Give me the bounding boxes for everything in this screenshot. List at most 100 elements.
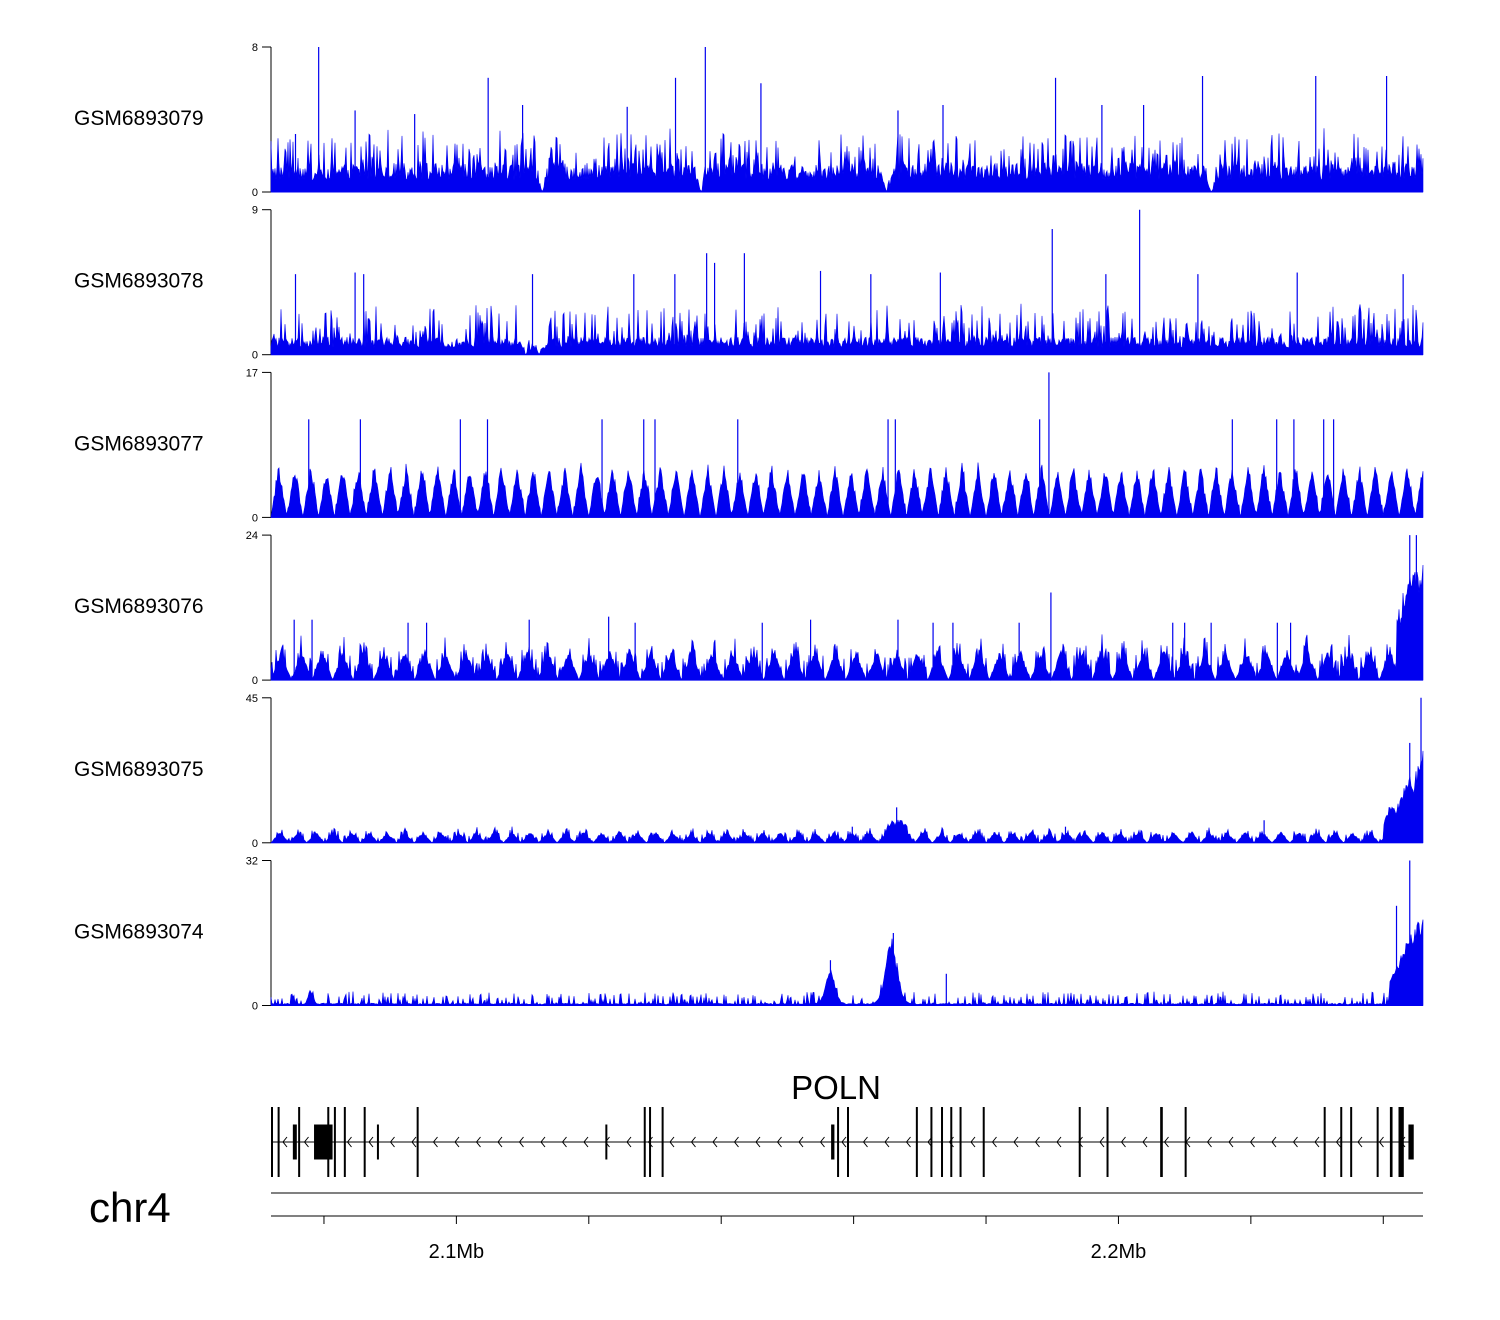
strand-arrow bbox=[841, 1136, 847, 1148]
strand-arrow bbox=[454, 1136, 460, 1148]
strand-arrow bbox=[1249, 1136, 1255, 1148]
track-GSM6893075: GSM6893075 45 0 bbox=[74, 693, 1424, 850]
gene-exon bbox=[1408, 1124, 1414, 1160]
track-sample-label: GSM6893076 bbox=[74, 595, 204, 618]
gene-name-label: POLN bbox=[791, 1069, 881, 1106]
gene-exon bbox=[605, 1124, 608, 1160]
gene-exon bbox=[327, 1107, 330, 1177]
gene-exon bbox=[1184, 1107, 1187, 1177]
strand-arrow bbox=[690, 1136, 696, 1148]
strand-arrow bbox=[755, 1136, 761, 1148]
strand-arrow bbox=[905, 1136, 911, 1148]
strand-arrow bbox=[1077, 1136, 1083, 1148]
strand-arrow bbox=[1013, 1136, 1019, 1148]
strand-arrow bbox=[1335, 1136, 1341, 1148]
gene-exon bbox=[298, 1107, 301, 1177]
strand-arrow bbox=[432, 1136, 438, 1148]
axis-tick-label: 2.1Mb bbox=[429, 1241, 485, 1263]
strand-arrow bbox=[411, 1136, 417, 1148]
gene-exon bbox=[1160, 1107, 1163, 1177]
gene-exon bbox=[292, 1124, 297, 1160]
strand-arrow bbox=[282, 1136, 288, 1148]
track-GSM6893079: GSM6893079 8 0 bbox=[74, 42, 1424, 199]
gene-exon bbox=[950, 1107, 953, 1177]
track-ymax-label: 32 bbox=[246, 856, 258, 868]
strand-arrow bbox=[540, 1136, 546, 1148]
chromosome-label: chr4 bbox=[89, 1184, 171, 1231]
gene-exon bbox=[1078, 1107, 1081, 1177]
strand-arrow bbox=[475, 1136, 481, 1148]
track-GSM6893077: GSM6893077 17 0 bbox=[74, 367, 1424, 524]
strand-arrow bbox=[669, 1136, 675, 1148]
strand-arrow bbox=[1056, 1136, 1062, 1148]
strand-arrow bbox=[862, 1136, 868, 1148]
strand-arrow bbox=[970, 1136, 976, 1148]
strand-arrow bbox=[733, 1136, 739, 1148]
gene-exon bbox=[930, 1107, 933, 1177]
coverage-area bbox=[270, 303, 1424, 356]
track-ymax-label: 9 bbox=[252, 205, 258, 217]
strand-arrow bbox=[497, 1136, 503, 1148]
strand-arrow bbox=[647, 1136, 653, 1148]
strand-arrow bbox=[1206, 1136, 1212, 1148]
track-GSM6893076: GSM6893076 24 0 bbox=[74, 530, 1424, 687]
strand-arrow bbox=[583, 1136, 589, 1148]
track-sample-label: GSM6893074 bbox=[74, 921, 204, 944]
gene-exon bbox=[1398, 1107, 1404, 1177]
strand-arrow bbox=[1228, 1136, 1234, 1148]
strand-arrow bbox=[1292, 1136, 1298, 1148]
coverage-area bbox=[270, 750, 1424, 844]
track-ymax-label: 8 bbox=[252, 42, 258, 54]
track-ymax-label: 24 bbox=[246, 530, 258, 542]
strand-arrow bbox=[712, 1136, 718, 1148]
coverage-tracks: GSM689307980GSM689307890GSM6893077170GSM… bbox=[74, 42, 1424, 1013]
axis-tick-label: 2.2Mb bbox=[1091, 1241, 1147, 1263]
gene-exon bbox=[649, 1107, 652, 1177]
gene-exon bbox=[416, 1107, 419, 1177]
gene-exon bbox=[831, 1124, 835, 1160]
strand-arrow bbox=[1120, 1136, 1126, 1148]
strand-arrow bbox=[798, 1136, 804, 1148]
track-ymin-label: 0 bbox=[252, 1001, 258, 1013]
gene-exon bbox=[1323, 1107, 1326, 1177]
strand-arrow bbox=[819, 1136, 825, 1148]
track-GSM6893078: GSM6893078 9 0 bbox=[74, 205, 1424, 362]
gene-exon bbox=[915, 1107, 918, 1177]
coverage-area bbox=[270, 128, 1424, 193]
axis-ticks: 2.1Mb 2.2Mb bbox=[323, 1216, 1384, 1263]
gene-exon bbox=[314, 1124, 333, 1160]
track-ymin-label: 0 bbox=[252, 512, 258, 524]
strand-arrow bbox=[346, 1136, 352, 1148]
coverage-area bbox=[270, 919, 1424, 1006]
strand-arrow bbox=[1357, 1136, 1363, 1148]
track-ymax-label: 17 bbox=[246, 367, 258, 379]
track-sample-label: GSM6893078 bbox=[74, 270, 204, 293]
strand-arrow bbox=[626, 1136, 632, 1148]
strand-arrow bbox=[1163, 1136, 1169, 1148]
gene-exon bbox=[363, 1107, 366, 1177]
strand-arrow bbox=[1378, 1136, 1384, 1148]
gene-track: POLN bbox=[271, 1069, 1414, 1177]
coverage-area bbox=[270, 462, 1424, 518]
genomic-axis: 2.1Mb 2.2Mb chr4 bbox=[89, 1184, 1423, 1263]
gene-exon bbox=[333, 1107, 336, 1177]
strand-arrow bbox=[1034, 1136, 1040, 1148]
strand-arrow bbox=[1271, 1136, 1277, 1148]
track-sample-label: GSM6893075 bbox=[74, 758, 204, 781]
strand-arrow bbox=[991, 1136, 997, 1148]
track-ymin-label: 0 bbox=[252, 187, 258, 199]
track-ymin-label: 0 bbox=[252, 675, 258, 687]
gene-exon bbox=[271, 1107, 273, 1177]
strand-arrow bbox=[1314, 1136, 1320, 1148]
gene-exon bbox=[1106, 1107, 1109, 1177]
gene-exon bbox=[1340, 1107, 1343, 1177]
gene-exon bbox=[643, 1107, 646, 1177]
track-ymin-label: 0 bbox=[252, 838, 258, 850]
gene-exon bbox=[941, 1107, 944, 1177]
strand-arrow bbox=[776, 1136, 782, 1148]
strand-arrow bbox=[303, 1136, 309, 1148]
strand-arrow bbox=[368, 1136, 374, 1148]
gene-exon bbox=[847, 1107, 849, 1177]
gene-exon bbox=[1350, 1107, 1353, 1177]
